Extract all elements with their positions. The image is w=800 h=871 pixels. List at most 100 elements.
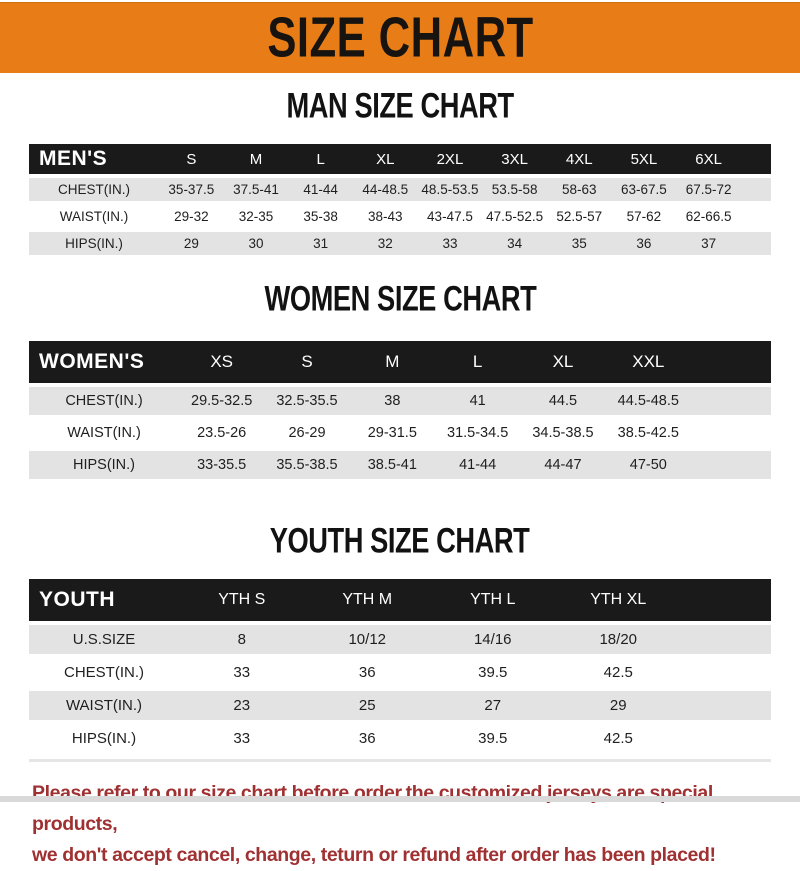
youth-table-bottom-rule — [29, 759, 771, 762]
size-value: 29-32 — [174, 209, 209, 224]
youth-size-section: YOUTH SIZE CHART YOUTH YTH S YTH M YTH L YTH… — [0, 520, 800, 762]
row-label: WAIST(IN.) — [59, 209, 129, 224]
size-column-header: M — [223, 144, 289, 174]
size-value: 38-43 — [368, 209, 403, 224]
table-row: CHEST(IN.) 29.5-32.5 32.5-35.5 38 41 44.5 44.5… — [29, 387, 771, 415]
size-value: 47.5-52.5 — [486, 209, 544, 224]
size-value: 53.5-58 — [491, 182, 538, 197]
row-spacer-cell — [681, 658, 771, 687]
row-label: CHEST(IN.) — [65, 393, 143, 409]
size-column-header: 3XL — [482, 144, 547, 174]
size-value: 47-50 — [629, 457, 667, 473]
size-value: 26-29 — [288, 425, 326, 441]
size-value: 29 — [609, 697, 627, 714]
youth-section-heading-text: YOUTH SIZE CHART — [270, 520, 530, 561]
size-value: 44-47 — [544, 457, 582, 473]
size-column-header: YTH S — [179, 579, 305, 621]
footer-note: Please refer to our size chart before or… — [32, 778, 800, 871]
row-spacer-cell — [681, 625, 771, 654]
size-value: 42.5 — [603, 664, 633, 681]
size-value: 8 — [237, 631, 246, 648]
size-value: 35.5-38.5 — [276, 457, 338, 473]
size-value: 35-37.5 — [168, 182, 215, 197]
size-value: 38.5-42.5 — [617, 425, 679, 441]
size-value: 36 — [358, 730, 376, 747]
row-spacer-cell — [691, 419, 771, 447]
row-label: HIPS(IN.) — [72, 457, 136, 473]
size-column-header: XXL — [605, 341, 691, 383]
size-value: 14/16 — [473, 631, 512, 648]
size-value: 32-35 — [238, 209, 274, 224]
size-value: 38 — [384, 393, 401, 409]
size-column-header: XS — [179, 341, 265, 383]
footer-note-line1: Please refer to our size chart before or… — [32, 782, 713, 835]
size-value: 35-38 — [303, 209, 338, 224]
size-value: 33 — [233, 730, 251, 747]
youth-section-heading: YOUTH SIZE CHART — [0, 520, 800, 562]
size-column-header: L — [288, 144, 353, 174]
size-value: 30 — [248, 236, 264, 251]
size-value: 27 — [484, 697, 502, 714]
size-value: 35 — [571, 236, 587, 251]
women-size-section: WOMEN SIZE CHART WOMEN'S XS S M L XL XXL CHEST(… — [0, 278, 800, 483]
men-section-heading: MAN SIZE CHART — [0, 85, 800, 127]
row-spacer-cell — [681, 691, 771, 720]
header-row: WOMEN'S XS S M L XL XXL — [29, 341, 771, 383]
row-label: CHEST(IN.) — [58, 182, 130, 197]
size-value: 33 — [442, 236, 458, 251]
size-column-header: S — [159, 144, 224, 174]
table-row: WAIST(IN.) 23.5-26 26-29 29-31.5 31.5-34.5 34… — [29, 419, 771, 447]
size-value: 58-63 — [562, 182, 597, 197]
table-row: CHEST(IN.) 35-37.5 37.5-41 41-44 44-48.5 48.5… — [29, 178, 771, 201]
size-column-header: 5XL — [611, 144, 677, 174]
table-row: WAIST(IN.) 23 25 27 29 — [29, 691, 771, 720]
size-column-header: 2XL — [417, 144, 483, 174]
header-spacer-cell — [691, 341, 771, 383]
footer-note-line2: we don't accept cancel, change, teturn o… — [32, 844, 716, 866]
size-column-header: XL — [520, 341, 606, 383]
size-value: 44.5 — [548, 393, 578, 409]
women-section-heading-text: WOMEN SIZE CHART — [264, 278, 536, 319]
size-value: 48.5-53.5 — [421, 182, 479, 197]
size-value: 43-47.5 — [427, 209, 473, 224]
size-value: 23 — [233, 697, 251, 714]
size-value: 10/12 — [348, 631, 387, 648]
size-value: 42.5 — [603, 730, 633, 747]
size-value: 37.5-41 — [233, 182, 279, 197]
row-spacer-cell — [741, 205, 771, 228]
size-value: 44.5-48.5 — [617, 393, 679, 409]
size-value: 39.5 — [478, 664, 508, 681]
size-value: 33 — [233, 664, 251, 681]
bottom-edge-strip — [0, 796, 800, 802]
header-spacer-cell — [681, 579, 771, 621]
row-spacer-cell — [741, 178, 771, 201]
size-value: 38.5-41 — [367, 457, 417, 473]
row-label: WAIST(IN.) — [67, 425, 141, 441]
size-value: 44-48.5 — [362, 182, 409, 197]
men-size-table: MEN'S S M L XL 2XL 3XL 4XL 5XL 6XL CHEST(IN.) 35-37… — [29, 140, 771, 259]
size-value: 39.5 — [478, 730, 508, 747]
size-value: 57-62 — [626, 209, 662, 224]
men-section-heading-text: MAN SIZE CHART — [286, 85, 514, 126]
youth-size-table: YOUTH YTH S YTH M YTH L YTH XL U.S.SIZE 8 10/12… — [29, 575, 771, 757]
table-row: CHEST(IN.) 33 36 39.5 42.5 — [29, 658, 771, 687]
row-label: HIPS(IN.) — [65, 236, 123, 251]
size-value: 52.5-57 — [556, 209, 603, 224]
size-column-header: YTH M — [304, 579, 430, 621]
size-column-header: L — [434, 341, 521, 383]
row-spacer-cell — [741, 232, 771, 255]
table-row: HIPS(IN.) 33-35.5 35.5-38.5 38.5-41 41-44 44-… — [29, 451, 771, 479]
table-corner-label: YOUTH — [29, 579, 179, 621]
women-section-heading: WOMEN SIZE CHART — [0, 278, 800, 320]
size-value: 41 — [469, 393, 486, 409]
row-spacer-cell — [691, 451, 771, 479]
size-value: 18/20 — [599, 631, 638, 648]
size-column-header: XL — [352, 144, 418, 174]
size-value: 32.5-35.5 — [276, 393, 338, 409]
size-value: 32 — [377, 236, 393, 251]
header-row: YOUTH YTH S YTH M YTH L YTH XL — [29, 579, 771, 621]
men-size-section: MAN SIZE CHART MEN'S S M L XL 2XL 3XL 4XL 5XL 6XL… — [0, 85, 800, 259]
banner-title: SIZE CHART — [266, 6, 534, 70]
row-label: U.S.SIZE — [72, 631, 136, 648]
